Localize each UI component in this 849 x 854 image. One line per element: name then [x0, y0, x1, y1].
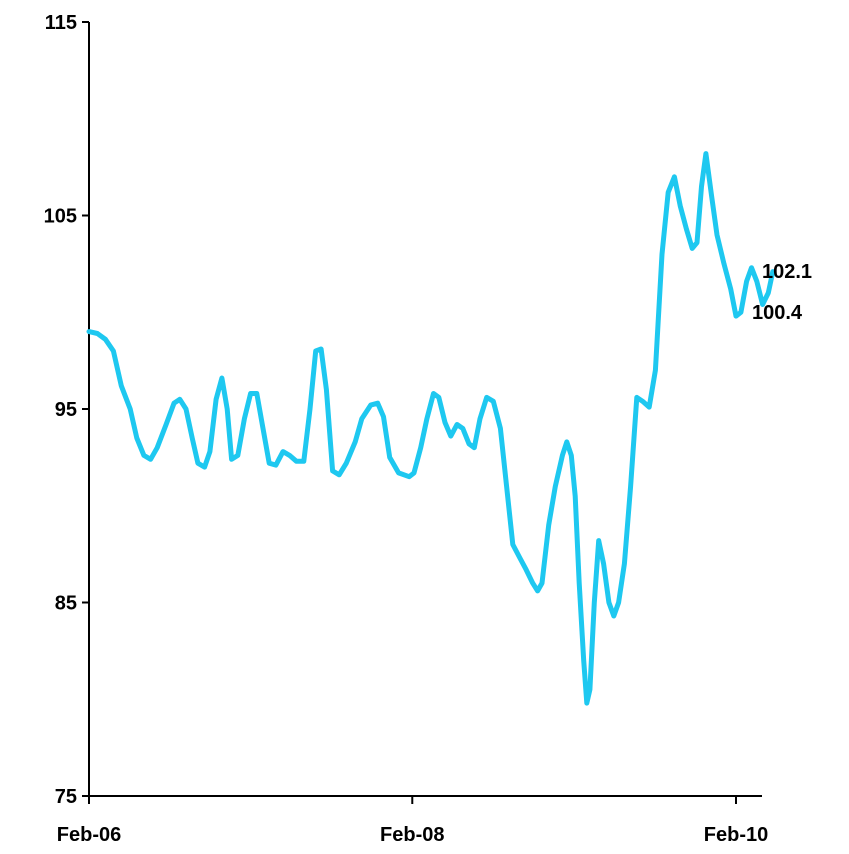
- y-tick-label: 75: [55, 786, 77, 808]
- x-tick-label: Feb-06: [57, 824, 121, 846]
- value-annotation: 100.4: [752, 302, 803, 324]
- x-tick-label: Feb-08: [380, 824, 444, 846]
- y-tick-label: 85: [55, 593, 77, 615]
- y-tick-label: 105: [44, 206, 77, 228]
- y-tick-label: 95: [55, 399, 77, 421]
- y-tick-label: 115: [45, 12, 77, 34]
- value-annotation: 102.1: [762, 261, 812, 283]
- x-tick-label: Feb-10: [704, 824, 768, 846]
- series-line: [86, 151, 776, 706]
